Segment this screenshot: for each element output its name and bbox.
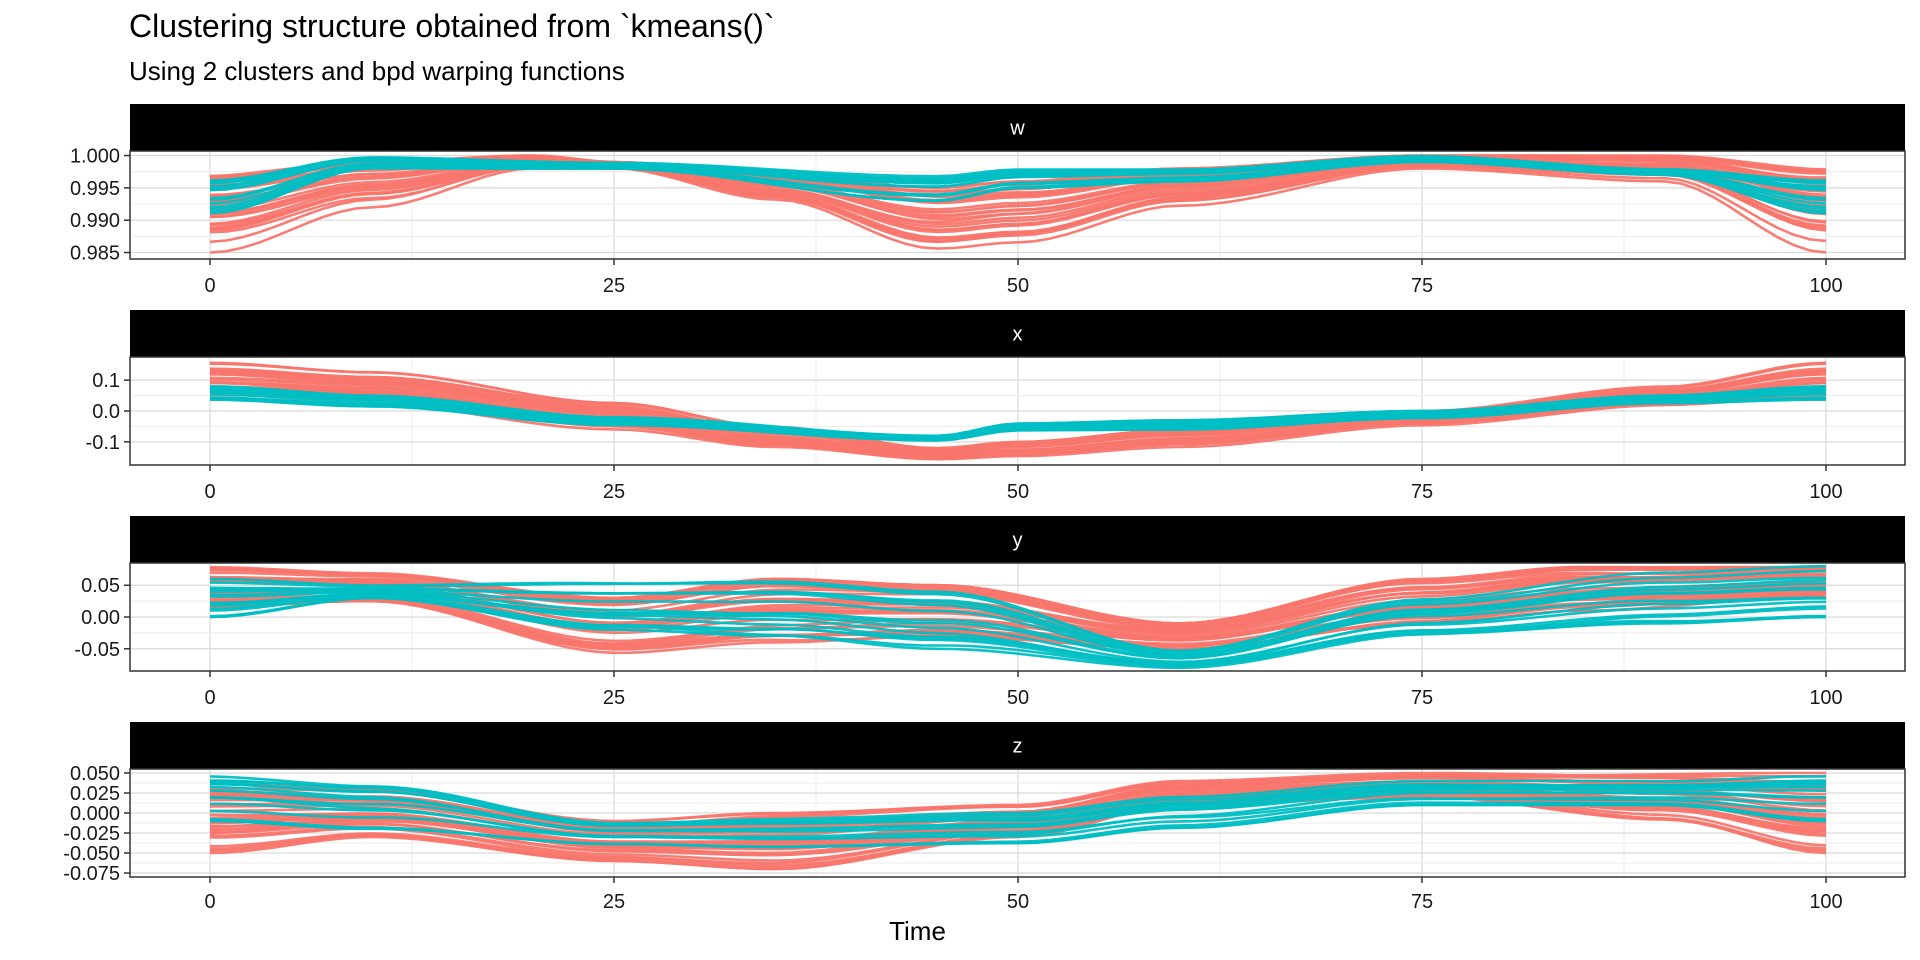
series-line-cluster_2 <box>209 156 1827 189</box>
facet-strip-label-y: y <box>1013 530 1023 552</box>
x-tick-label: 75 <box>1411 687 1433 709</box>
x-tick-label: 75 <box>1411 481 1433 503</box>
x-tick-label: 0 <box>204 481 215 503</box>
series-line-cluster_1 <box>209 771 1827 828</box>
series-lines-y <box>209 564 1827 670</box>
x-tick-label: 25 <box>603 275 625 297</box>
series-line-cluster_2 <box>209 779 1827 826</box>
y-tick-label: 0.0 <box>92 401 120 423</box>
series-lines-x <box>209 361 1827 461</box>
y-tick-label: -0.1 <box>86 432 120 454</box>
series-line-cluster_2 <box>209 796 1826 840</box>
x-tick-label: 0 <box>204 275 215 297</box>
x-tick-label: 50 <box>1007 275 1029 297</box>
series-line-cluster_1 <box>209 361 1827 450</box>
x-tick-label: 0 <box>204 891 215 913</box>
y-tick-label: 0.1 <box>92 370 120 392</box>
facet-strip-label-z: z <box>1013 736 1023 758</box>
facet-strip-z <box>130 722 1905 769</box>
y-tick-label: 0.995 <box>70 178 120 200</box>
series-line-cluster_1 <box>209 163 1827 239</box>
y-tick-label: 0.050 <box>70 763 120 785</box>
series-line-cluster_1 <box>209 154 1827 199</box>
series-line-cluster_2 <box>209 393 1827 441</box>
y-tick-label: 0.025 <box>70 783 120 805</box>
x-tick-label: 50 <box>1007 481 1029 503</box>
y-tick-label: -0.05 <box>74 639 120 661</box>
facet-strip-label-w: w <box>1009 118 1025 140</box>
x-tick-label: 100 <box>1809 891 1842 913</box>
y-tick-label: -0.075 <box>63 863 120 885</box>
chart-title: Clustering structure obtained from `kmea… <box>129 8 775 44</box>
x-tick-label: 50 <box>1007 891 1029 913</box>
x-tick-label: 100 <box>1809 687 1842 709</box>
series-line-cluster_2 <box>209 396 1827 442</box>
series-line-cluster_2 <box>209 594 1827 670</box>
y-tick-label: 0.000 <box>70 803 120 825</box>
y-tick-label: -0.050 <box>63 843 120 865</box>
series-line-cluster_2 <box>209 596 1827 668</box>
facet-strip-w <box>130 104 1905 151</box>
facet-strip-x <box>130 310 1905 357</box>
x-tick-label: 25 <box>603 891 625 913</box>
y-tick-label: 0.985 <box>70 243 120 265</box>
y-tick-label: -0.025 <box>63 823 120 845</box>
y-tick-label: 0.05 <box>81 575 120 597</box>
x-tick-label: 100 <box>1809 275 1842 297</box>
x-tick-label: 0 <box>204 687 215 709</box>
series-line-cluster_2 <box>209 588 1827 660</box>
x-tick-label: 25 <box>603 481 625 503</box>
x-tick-label: 75 <box>1411 275 1433 297</box>
x-tick-label: 50 <box>1007 687 1029 709</box>
facet-strip-label-x: x <box>1013 324 1023 346</box>
y-tick-label: 0.990 <box>70 210 120 232</box>
series-line-cluster_2 <box>209 803 1827 849</box>
y-tick-label: 0.00 <box>81 607 120 629</box>
series-line-cluster_1 <box>209 166 1827 254</box>
x-axis-title: Time <box>889 916 946 946</box>
series-line-cluster_2 <box>209 388 1827 438</box>
series-line-cluster_2 <box>209 160 1827 215</box>
series-line-cluster_2 <box>209 564 1827 653</box>
x-tick-label: 25 <box>603 687 625 709</box>
facet-strip-y <box>130 516 1905 563</box>
series-lines-w <box>209 154 1827 254</box>
x-tick-label: 75 <box>1411 891 1433 913</box>
x-tick-label: 100 <box>1809 481 1842 503</box>
series-line-cluster_2 <box>209 785 1827 833</box>
series-line-cluster_2 <box>209 790 1827 833</box>
y-tick-label: 1.000 <box>70 146 120 168</box>
series-line-cluster_2 <box>209 576 1826 654</box>
series-line-cluster_2 <box>210 592 1827 660</box>
series-lines-z <box>209 771 1827 871</box>
chart-subtitle: Using 2 clusters and bpd warping functio… <box>129 56 625 86</box>
